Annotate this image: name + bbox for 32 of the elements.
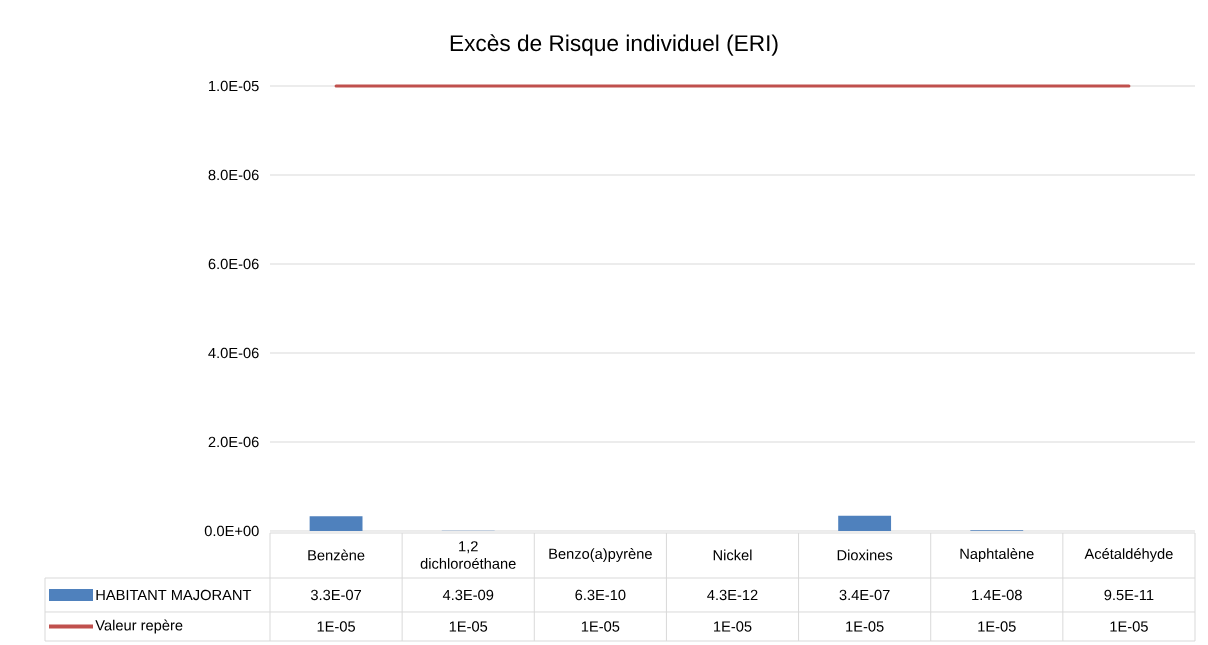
bar <box>309 516 363 531</box>
y-tick-label: 1.0E-05 <box>209 80 259 92</box>
y-tick-label: 6.0E-06 <box>208 258 259 270</box>
y-tick-label: 4.0E-06 <box>208 347 259 359</box>
data-label: 1E-05 <box>978 621 1016 632</box>
y-tick-label: 8.0E-06 <box>208 169 259 181</box>
x-tick-label: Benzo(a)pyrène <box>549 548 652 562</box>
data-label: 9.5E-11 <box>1104 589 1154 601</box>
y-tick-label: 0.0E+00 <box>204 525 259 537</box>
data-label: 1.4E-08 <box>972 589 1022 601</box>
x-tick-label: Acétaldéhyde <box>1084 548 1173 562</box>
chart-title: Excès de Risque individuel (ERI) <box>450 34 778 56</box>
data-label: 4.3E-12 <box>707 589 758 601</box>
y-tick-label: 2.0E-06 <box>208 436 259 448</box>
data-label: 6.3E-10 <box>575 589 626 601</box>
x-tick-label: Benzène <box>308 549 365 561</box>
bar <box>838 515 892 531</box>
data-label: 4.3E-09 <box>442 589 494 601</box>
data-label: 1E-05 <box>846 621 884 632</box>
data-label: 3.3E-07 <box>310 589 362 601</box>
legend-label: HABITANT MAJORANT <box>96 589 252 601</box>
x-tick-label: 1,2 dichloroéthane <box>420 541 516 569</box>
x-tick-label: Nickel <box>713 549 752 561</box>
x-tick-label: Dioxines <box>837 549 893 561</box>
data-label: 1E-05 <box>714 621 752 632</box>
data-label: 1E-05 <box>1110 621 1148 632</box>
data-label: 1E-05 <box>449 621 488 632</box>
legend-label: Valeur repère <box>95 619 183 634</box>
data-label: 1E-05 <box>581 621 620 632</box>
data-label: 3.4E-07 <box>839 589 890 601</box>
x-tick-label: Naphtalène <box>960 548 1034 562</box>
data-label: 1E-05 <box>317 621 356 632</box>
